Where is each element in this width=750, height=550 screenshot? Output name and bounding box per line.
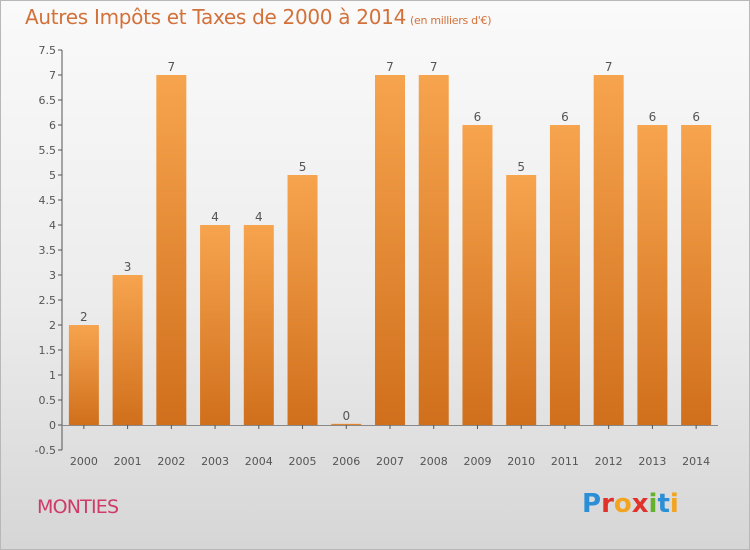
commune-name: MONTIES (37, 496, 119, 518)
data-label: 2 (80, 310, 88, 324)
data-label: 6 (649, 110, 657, 124)
y-tick-label: 3.5 (39, 244, 57, 257)
y-tick-label: 2 (49, 319, 56, 332)
brand-letter: x (631, 489, 649, 519)
y-tick-label: 4.5 (39, 194, 57, 207)
bar-2000 (68, 325, 99, 425)
x-tick-label: 2008 (420, 455, 448, 468)
brand-letter: r (601, 489, 614, 519)
x-tick-label: 2014 (682, 455, 710, 468)
y-tick-label: 2.5 (39, 294, 57, 307)
bar-2009 (462, 125, 493, 425)
data-label: 3 (124, 260, 132, 274)
bar-2001 (112, 275, 143, 425)
data-label: 0 (342, 409, 350, 423)
bar-2014 (681, 125, 712, 425)
bar-2004 (243, 225, 274, 425)
data-label: 6 (561, 110, 569, 124)
x-tick-label: 2010 (507, 455, 535, 468)
bar-2005 (287, 175, 318, 425)
y-tick-label: 6 (49, 119, 56, 132)
y-tick-label: 7.5 (39, 44, 57, 57)
y-tick-label: 5 (49, 169, 56, 182)
bar-2013 (637, 125, 668, 425)
brand-letter: t (657, 489, 670, 519)
y-tick-label: 3 (49, 269, 56, 282)
bar-2006 (331, 423, 362, 425)
x-tick-label: 2006 (332, 455, 360, 468)
data-label: 7 (605, 60, 613, 74)
y-tick-label: 4 (49, 219, 56, 232)
brand-letter: o (613, 489, 632, 519)
x-tick-label: 2009 (463, 455, 491, 468)
bar-2003 (200, 225, 231, 425)
data-label: 4 (211, 210, 219, 224)
data-label: 6 (474, 110, 482, 124)
data-label: 5 (517, 160, 525, 174)
bar-2010 (506, 175, 537, 425)
chart-title-text: Autres Impôts et Taxes de 2000 à 2014 (25, 5, 406, 29)
brand-letter: i (648, 489, 658, 519)
x-tick-label: 2011 (551, 455, 579, 468)
data-label: 7 (168, 60, 176, 74)
y-tick-label: 0 (49, 419, 56, 432)
y-tick-label: 6.5 (39, 94, 57, 107)
data-label: 5 (299, 160, 307, 174)
x-tick-label: 2005 (289, 455, 317, 468)
x-tick-label: 2013 (638, 455, 666, 468)
bar-2002 (156, 75, 187, 425)
y-tick-label: 7 (49, 69, 56, 82)
chart-title-unit: (en milliers d'€) (410, 14, 492, 27)
y-tick-label: 0.5 (39, 394, 57, 407)
data-label: 4 (255, 210, 263, 224)
y-tick-label: 1 (49, 369, 56, 382)
y-tick-label: -0.5 (35, 444, 56, 457)
brand-letter: P (582, 489, 602, 519)
x-tick-label: 2007 (376, 455, 404, 468)
bar-2012 (593, 75, 624, 425)
x-tick-label: 2004 (245, 455, 273, 468)
y-tick-label: 1.5 (39, 344, 57, 357)
x-tick-label: 2003 (201, 455, 229, 468)
x-tick-label: 2001 (114, 455, 142, 468)
bar-2007 (375, 75, 405, 425)
data-label: 7 (386, 60, 394, 74)
proxiti-logo: Proxiti (582, 489, 679, 519)
data-label: 7 (430, 60, 438, 74)
bar-2008 (418, 75, 449, 425)
x-tick-label: 2002 (157, 455, 185, 468)
chart-title: Autres Impôts et Taxes de 2000 à 2014 (en… (25, 5, 491, 29)
x-tick-label: 2012 (595, 455, 623, 468)
brand-letter: i (669, 489, 679, 519)
x-tick-label: 2000 (70, 455, 98, 468)
y-tick-label: 5.5 (39, 144, 57, 157)
data-label: 6 (692, 110, 700, 124)
bar-2011 (549, 125, 580, 425)
